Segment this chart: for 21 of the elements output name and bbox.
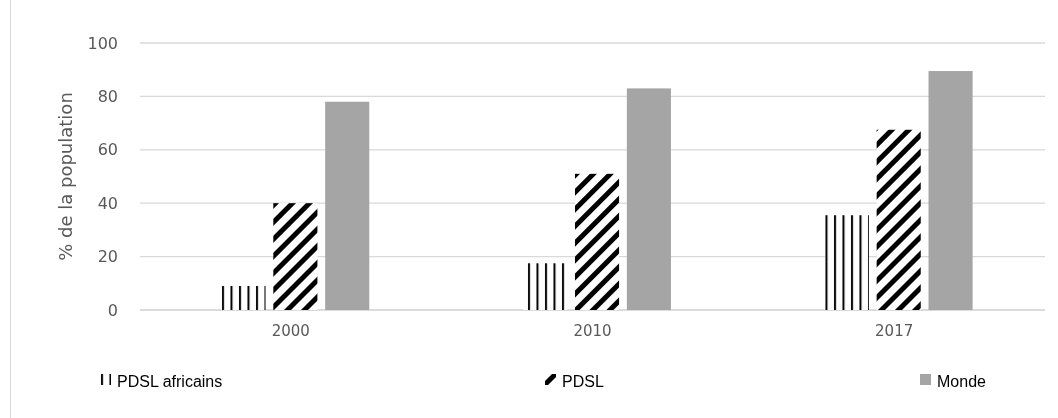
y-axis-title: % de la population xyxy=(55,92,76,261)
y-tick-label: 60 xyxy=(97,140,118,160)
x-tick-label: 2010 xyxy=(573,322,612,340)
bar xyxy=(273,203,318,310)
y-tick-label: 80 xyxy=(97,87,118,106)
bar xyxy=(876,129,921,310)
bar xyxy=(221,285,266,310)
bar xyxy=(626,88,671,310)
legend-label: PDSL africains xyxy=(117,372,223,390)
bar xyxy=(928,71,973,310)
y-tick-label: 20 xyxy=(97,247,118,267)
bar xyxy=(574,173,620,310)
bar xyxy=(325,101,370,310)
y-tick-label: 40 xyxy=(97,193,118,213)
bar xyxy=(824,215,869,310)
y-tick-label: 0 xyxy=(107,300,118,320)
legend-label: PDSL xyxy=(562,372,604,390)
x-tick-label: 2017 xyxy=(875,322,914,340)
x-tick-label: 2000 xyxy=(271,322,310,340)
legend-label: Monde xyxy=(937,372,987,390)
y-tick-label: 100 xyxy=(87,33,118,53)
